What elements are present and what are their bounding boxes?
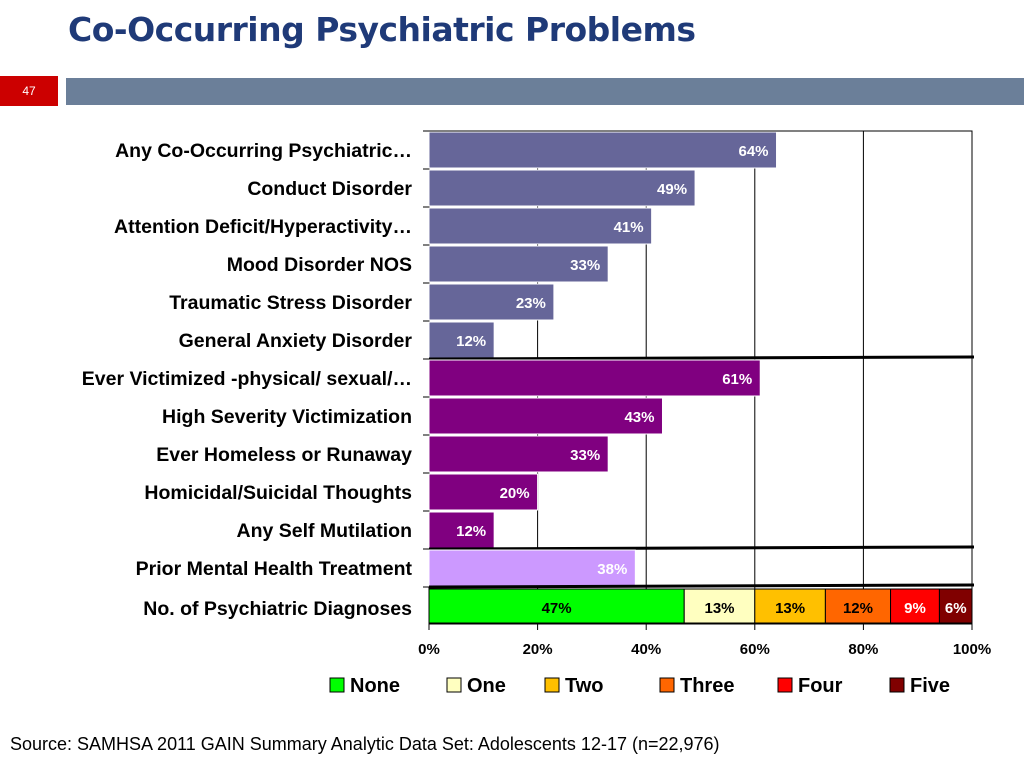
- bar-value-label: 33%: [570, 257, 600, 274]
- segment-value-label: 13%: [704, 600, 734, 617]
- category-label: General Anxiety Disorder: [179, 330, 413, 352]
- bar[interactable]: [428, 473, 539, 511]
- group-separator: [428, 545, 975, 551]
- legend-swatch: [329, 677, 345, 693]
- stacked-segment[interactable]: [683, 588, 756, 624]
- category-label: Ever Victimized -physical/ sexual/…: [82, 368, 412, 390]
- category-label: No. of Psychiatric Diagnoses: [143, 598, 412, 620]
- bar-value-label: 12%: [456, 523, 486, 540]
- bar[interactable]: [428, 245, 609, 283]
- category-label: Any Self Mutilation: [237, 520, 413, 542]
- category-label: Conduct Disorder: [247, 178, 412, 200]
- category-label: Attention Deficit/Hyperactivity…: [114, 216, 412, 238]
- segment-value-label: 6%: [945, 600, 967, 617]
- bar-value-label: 12%: [456, 333, 486, 350]
- page-title: Co-Occurring Psychiatric Problems: [68, 10, 696, 49]
- x-tick-label: 60%: [740, 641, 770, 658]
- bar-chart: 0% 20% 40% 60% 80% 100% 64% Any Co-Occurring Ps…: [82, 130, 991, 697]
- category-label: Homicidal/Suicidal Thoughts: [144, 482, 412, 504]
- segment-value-label: 13%: [775, 600, 805, 617]
- bar-value-label: 43%: [624, 409, 654, 426]
- segment-value-label: 9%: [904, 600, 926, 617]
- bar[interactable]: [428, 169, 696, 207]
- bar-value-label: 20%: [500, 485, 530, 502]
- bar[interactable]: [428, 321, 495, 359]
- stacked-segment[interactable]: [428, 588, 685, 624]
- category-label: Mood Disorder NOS: [227, 254, 412, 276]
- bar-value-label: 23%: [516, 295, 546, 312]
- bar[interactable]: [428, 207, 653, 245]
- category-label: Prior Mental Health Treatment: [136, 558, 413, 580]
- x-tick-label: 100%: [953, 641, 991, 658]
- category-label: Ever Homeless or Runaway: [156, 444, 412, 466]
- bar-value-label: 33%: [570, 447, 600, 464]
- bar[interactable]: [428, 435, 609, 473]
- group-separator: [428, 583, 975, 589]
- legend-swatch: [659, 677, 675, 693]
- x-tick-label: 40%: [631, 641, 661, 658]
- header-band: [66, 78, 1024, 105]
- bar-value-label: 41%: [614, 219, 644, 236]
- bar-value-label: 61%: [722, 371, 752, 388]
- x-tick-label: 80%: [848, 641, 878, 658]
- stacked-segment[interactable]: [890, 588, 940, 624]
- category-label: Any Co-Occurring Psychiatric…: [115, 140, 412, 162]
- source-note: Source: SAMHSA 2011 GAIN Summary Analyti…: [10, 734, 720, 754]
- legend-label: Four: [798, 675, 843, 697]
- bar[interactable]: [428, 283, 555, 321]
- stacked-segment[interactable]: [754, 588, 826, 624]
- legend-swatch: [544, 677, 560, 693]
- category-label: High Severity Victimization: [162, 406, 412, 428]
- legend-label: Two: [565, 675, 604, 697]
- group-separator: [428, 355, 975, 361]
- category-label: Traumatic Stress Disorder: [169, 292, 412, 314]
- bar[interactable]: [428, 131, 778, 169]
- legend-label: Five: [910, 675, 950, 697]
- bar-value-label: 64%: [738, 143, 768, 160]
- bar-value-label: 38%: [597, 561, 627, 578]
- segment-value-label: 12%: [843, 600, 873, 617]
- bar-value-label: 49%: [657, 181, 687, 198]
- segment-value-label: 47%: [542, 600, 572, 617]
- bar[interactable]: [428, 359, 761, 397]
- legend-swatch: [889, 677, 905, 693]
- legend-label: Three: [680, 675, 734, 697]
- legend-label: None: [350, 675, 400, 697]
- slide-number: 47: [0, 76, 58, 106]
- x-tick-label: 20%: [523, 641, 553, 658]
- legend-swatch: [446, 677, 462, 693]
- legend-swatch: [777, 677, 793, 693]
- bar[interactable]: [428, 549, 636, 587]
- x-tick-label: 0%: [418, 641, 440, 658]
- legend-label: One: [467, 675, 506, 697]
- bar[interactable]: [428, 397, 663, 435]
- stacked-segment[interactable]: [938, 588, 973, 624]
